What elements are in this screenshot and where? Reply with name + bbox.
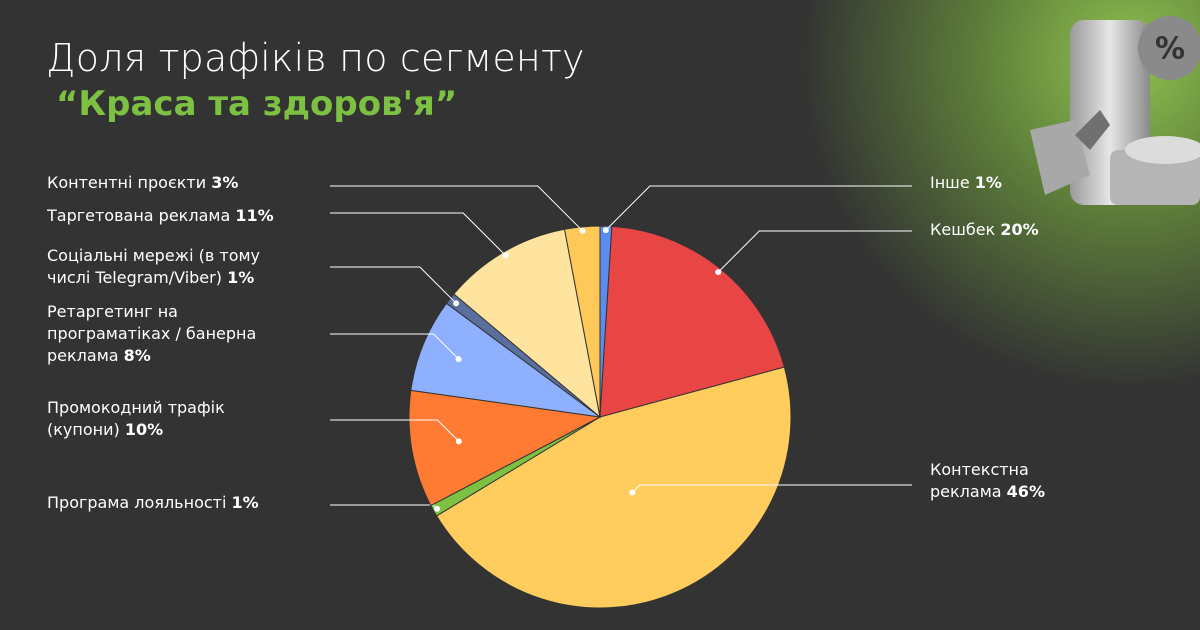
leader-dot — [455, 438, 462, 445]
pie-slice — [453, 228, 601, 419]
value-label: 8% — [123, 346, 151, 365]
leader-line — [330, 185, 583, 232]
leader-line — [631, 484, 912, 493]
leader-line — [605, 185, 912, 231]
category-name: Соціальні мережі (в тому числі Telegram/… — [47, 246, 261, 287]
pie-slice — [435, 366, 792, 609]
slice-label: Кешбек 20% — [930, 219, 1130, 241]
value-label: 10% — [124, 420, 164, 439]
badge: % — [1155, 32, 1185, 67]
leader-line — [717, 230, 912, 273]
leader-dot — [455, 356, 462, 363]
leader-dot — [453, 300, 460, 307]
pie-slice — [408, 389, 602, 507]
value-label: 1% — [231, 493, 259, 512]
leader-dot — [715, 269, 722, 276]
slice-label: Промокодний трафік (купони) 10% — [47, 397, 252, 441]
value-label: 1% — [974, 173, 1002, 192]
leader-line — [330, 504, 438, 510]
leader-line — [330, 333, 459, 360]
slice-label: Контентні проєкти 3% — [47, 172, 317, 194]
category-name: Промокодний трафік (купони) — [47, 398, 225, 439]
slice-label: Таргетована реклама 11% — [47, 205, 317, 227]
category-name: Ретаргетинг на програматіках / банерна р… — [47, 302, 257, 365]
slice-label: Інше 1% — [930, 172, 1130, 194]
category-name: Кешбек — [930, 220, 996, 239]
leader-dot — [502, 252, 509, 259]
leader-dot — [434, 505, 441, 512]
slice-label: Контекстна реклама 46% — [930, 459, 1070, 503]
leader-line — [330, 212, 507, 256]
value-label: 20% — [1000, 220, 1039, 239]
category-name: Інше — [930, 173, 970, 192]
pie-slice — [410, 302, 601, 418]
slice-label: Програма лояльності 1% — [47, 492, 317, 514]
leader-dot — [629, 489, 636, 496]
slice-label: Ретаргетинг на програматіках / банерна р… — [47, 301, 262, 367]
category-name: Контекстна реклама — [930, 460, 1029, 501]
leader-dot — [579, 227, 586, 234]
value-label: 1% — [227, 268, 255, 287]
category-name: Програма лояльності — [47, 493, 227, 512]
leader-line — [330, 266, 457, 304]
chart-title: Доля трафіків по сегменту — [46, 36, 585, 80]
leader-line — [330, 419, 460, 442]
chart-subtitle: “Краса та здоров'я” — [56, 84, 458, 124]
leader-dot — [602, 227, 609, 234]
value-label: 11% — [235, 206, 274, 225]
value-label: 46% — [1006, 482, 1045, 501]
pie-slice — [563, 225, 601, 418]
slice-label: Соціальні мережі (в тому числі Telegram/… — [47, 245, 292, 289]
category-name: Контентні проєкти — [47, 173, 207, 192]
category-name: Таргетована реклама — [47, 206, 231, 225]
value-label: 3% — [211, 173, 239, 192]
